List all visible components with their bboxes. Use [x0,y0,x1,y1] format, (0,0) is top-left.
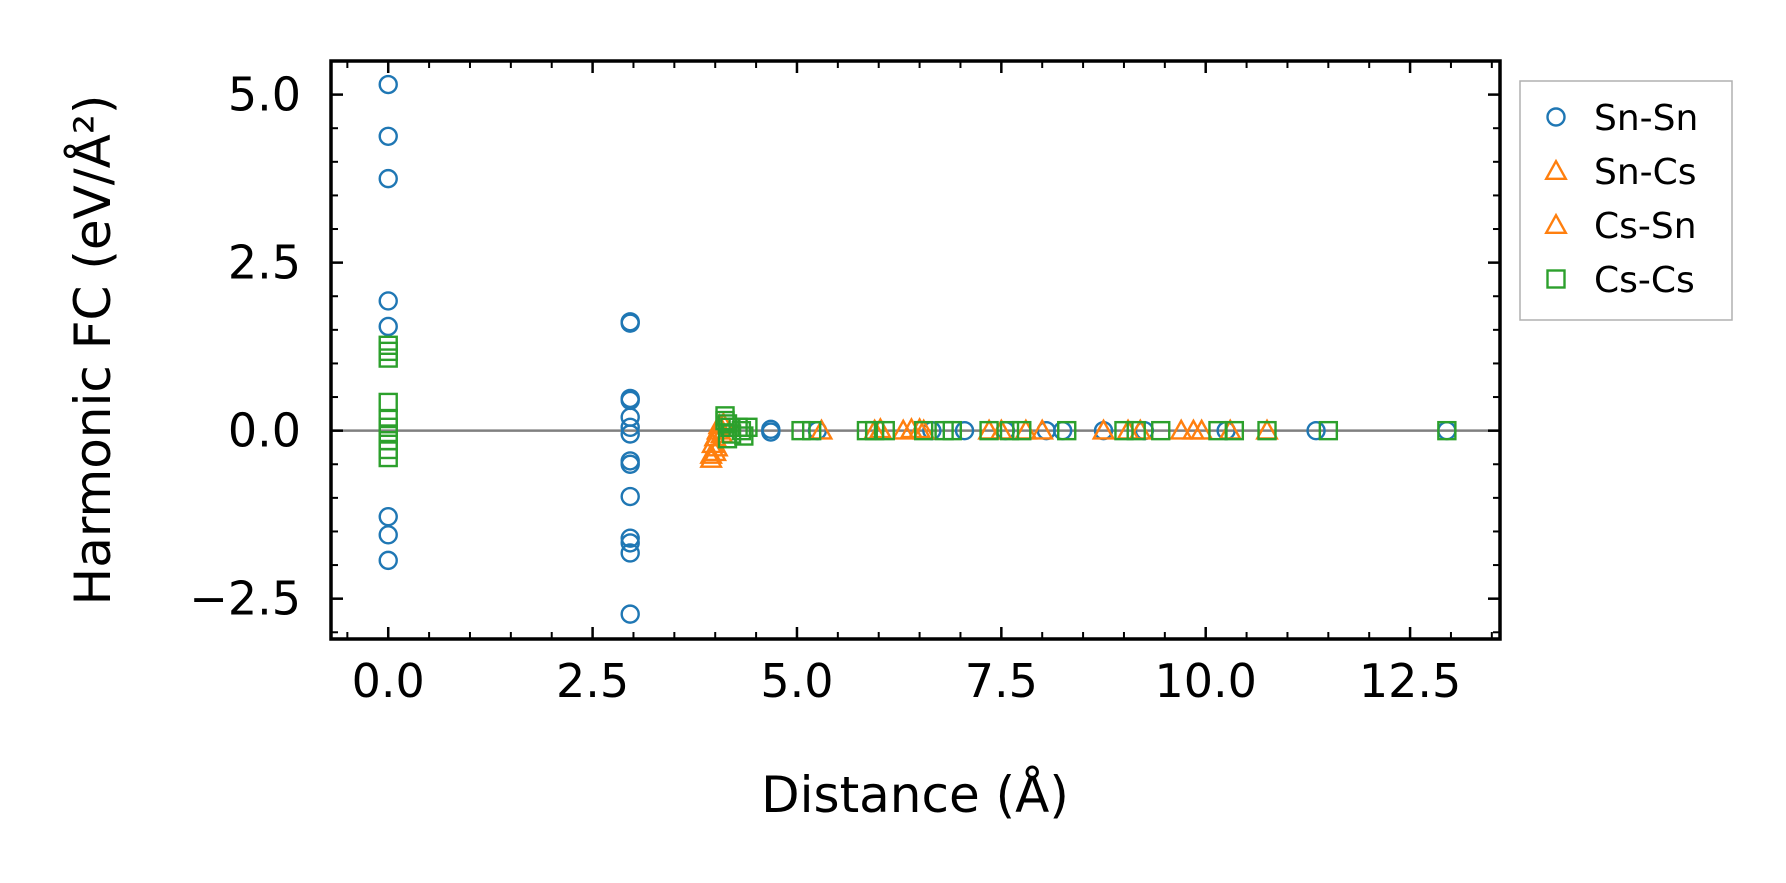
data-point [378,291,398,311]
y-tick-label: 5.0 [228,68,301,122]
x-tick-label: 5.0 [760,654,833,708]
data-point [913,420,934,441]
data-point [699,442,723,464]
data-point [378,168,398,189]
data-point [378,447,398,468]
y-axis-title: Harmonic FC (eV/Å²) [64,95,122,606]
data-point [1151,420,1171,441]
legend-marker [1544,212,1568,235]
legend-marker [1546,269,1566,289]
y-tick-label: 2.5 [228,236,301,290]
legend-label: Cs-Cs [1594,260,1695,301]
data-point [620,454,640,474]
data-point [791,420,811,441]
series-cs-cs [378,335,1457,468]
data-point [620,543,640,563]
data-point [1057,420,1077,441]
legend-label: Sn-Sn [1594,98,1698,139]
data-point [378,316,398,337]
legend-label: Cs-Sn [1594,206,1697,247]
data-point [942,420,962,441]
x-tick-label: 10.0 [1154,654,1256,708]
x-tick-label: 7.5 [965,654,1038,708]
data-point [717,414,738,434]
data-point [620,528,640,548]
legend: Sn-Sn Sn-Cs Cs-Sn Cs-Cs [1519,80,1733,321]
legend-item: Sn-Sn [1546,98,1698,139]
data-point [620,313,640,333]
plot-frame [329,59,1502,641]
data-point [1030,418,1055,440]
data-point [891,418,916,440]
series-sn-sn [378,74,1457,624]
data-point [954,420,975,441]
data-point [1091,418,1116,440]
data-point [809,418,834,440]
y-tick-label: 0.0 [228,404,301,458]
data-point [1169,418,1193,440]
data-point [864,420,885,441]
legend-item: Cs-Cs [1546,260,1695,301]
legend-marker [1546,107,1566,127]
x-tick-label: 12.5 [1359,654,1461,708]
x-axis-title: Distance (Å) [761,766,1069,824]
data-point [1437,420,1457,441]
data-point [1257,420,1277,441]
x-tick-label: 0.0 [352,654,425,708]
x-tick-label: 2.5 [556,654,629,708]
data-point [1126,420,1146,441]
data-point [620,486,640,507]
data-point [378,348,398,368]
data-point [620,417,640,437]
data-point [979,420,999,441]
data-point [1318,420,1339,441]
legend-marker [1544,158,1568,181]
data-point [378,126,398,146]
data-point [1012,420,1032,441]
data-point [801,420,822,441]
y-tick-label: −2.5 [189,572,301,626]
data-point [378,525,398,545]
legend-item: Cs-Sn [1544,206,1697,247]
data-point [731,420,752,441]
data-point [999,420,1020,441]
data-point [620,533,640,553]
data-point [620,604,640,624]
data-point [1189,418,1214,440]
legend-label: Sn-Cs [1594,152,1697,193]
data-point [1224,420,1245,441]
data-point [378,74,398,95]
data-point [875,420,895,441]
data-point [620,424,640,444]
data-point [738,417,758,437]
legend-frame [1519,80,1733,321]
data-point [761,422,781,442]
data-point [1306,420,1326,441]
data-point [378,550,398,571]
legend-item: Sn-Cs [1544,152,1697,193]
data-point [1114,420,1134,441]
